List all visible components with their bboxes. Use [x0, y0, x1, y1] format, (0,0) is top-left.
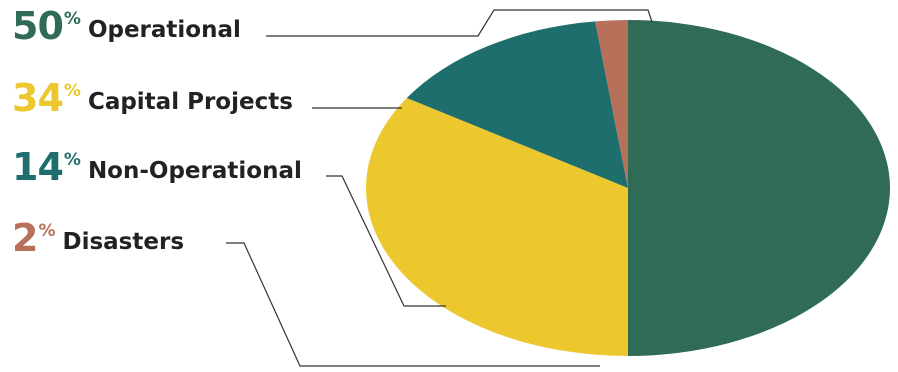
- slice-percent-value: 14: [12, 145, 64, 189]
- pie-slice-disasters: [595, 19, 628, 188]
- slice-percent-sign: %: [63, 9, 81, 29]
- pie-slices: [366, 19, 890, 356]
- leader-lines: [226, 9, 653, 367]
- leader-line-operational: [266, 9, 653, 37]
- slice-label: Operational: [87, 17, 241, 43]
- leader-line-disasters: [226, 242, 600, 367]
- pie-slice-non-operational: [406, 21, 628, 188]
- legend-item-capital-projects: 34% Capital Projects: [12, 78, 293, 118]
- leader-line-non-operational: [326, 175, 446, 307]
- slice-percent-sign: %: [63, 150, 81, 170]
- slice-percent-sign: %: [38, 221, 56, 241]
- slice-percent-sign: %: [63, 81, 81, 101]
- legend-item-non-operational: 14% Non-Operational: [12, 147, 302, 187]
- slice-percent-value: 50: [12, 4, 64, 48]
- slice-percent-value: 2: [12, 216, 38, 260]
- slice-label: Non-Operational: [87, 158, 302, 184]
- legend-item-disasters: 2% Disasters: [12, 218, 184, 258]
- pie-slice-capital-projects: [366, 97, 628, 356]
- slice-label: Disasters: [62, 229, 185, 255]
- pie-slice-operational: [628, 20, 890, 356]
- slice-label: Capital Projects: [87, 89, 293, 115]
- legend-item-operational: 50% Operational: [12, 6, 241, 46]
- slice-percent-value: 34: [12, 76, 64, 120]
